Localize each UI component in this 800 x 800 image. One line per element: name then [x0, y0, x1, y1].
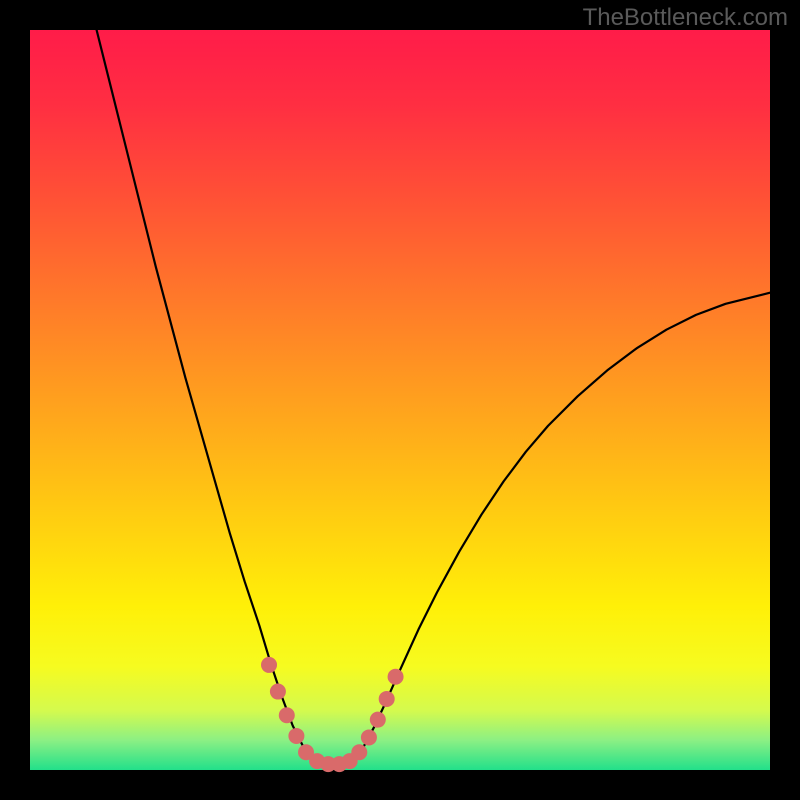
marker-dot: [351, 744, 367, 760]
marker-dot: [288, 728, 304, 744]
marker-dot: [279, 707, 295, 723]
watermark-label: TheBottleneck.com: [583, 4, 788, 32]
figure-root: TheBottleneck.com: [0, 0, 800, 800]
marker-dot: [270, 684, 286, 700]
marker-dot: [370, 712, 386, 728]
bottleneck-chart: [0, 0, 800, 800]
marker-dot: [361, 729, 377, 745]
gradient-background: [30, 30, 770, 770]
marker-dot: [388, 669, 404, 685]
marker-dot: [261, 657, 277, 673]
marker-dot: [379, 691, 395, 707]
